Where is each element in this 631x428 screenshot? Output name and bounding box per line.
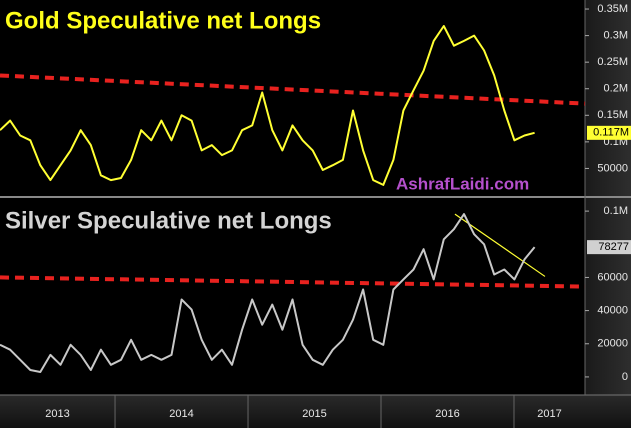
last-value-label: 0.117M — [593, 127, 629, 139]
y-tick-label: 40000 — [597, 305, 628, 317]
watermark: AshrafLaidi.com — [396, 174, 529, 193]
trend-line — [0, 73, 586, 106]
data-line — [0, 213, 536, 373]
x-axis-area — [0, 395, 631, 428]
y-tick-label: 0.2M — [604, 83, 628, 95]
y-tick-label: 0 — [622, 371, 628, 383]
y-tick-label: 60000 — [597, 271, 628, 283]
y-tick-label: 0.3M — [604, 30, 628, 42]
y-tick-label: 50000 — [597, 162, 628, 174]
y-tick-label: 20000 — [597, 338, 628, 350]
y-tick-label: 0.1M — [604, 205, 628, 217]
x-tick-label: 2014 — [169, 408, 193, 420]
trend-line — [0, 275, 586, 289]
y-tick-label: 0.25M — [597, 56, 628, 68]
x-tick-label: 2013 — [45, 408, 69, 420]
y-tick-label: 0.35M — [597, 3, 628, 15]
x-tick-label: 2015 — [302, 408, 326, 420]
x-tick-label: 2017 — [537, 408, 561, 420]
y-tick-label: 0.15M — [597, 109, 628, 121]
chart-title: Silver Speculative net Longs — [5, 207, 332, 234]
last-value-box — [587, 125, 631, 140]
chart-title: Gold Speculative net Longs — [5, 7, 321, 34]
x-tick-label: 2016 — [435, 408, 459, 420]
last-value-label: 78277 — [598, 241, 629, 253]
data-line — [0, 25, 535, 186]
last-value-box — [587, 240, 631, 255]
